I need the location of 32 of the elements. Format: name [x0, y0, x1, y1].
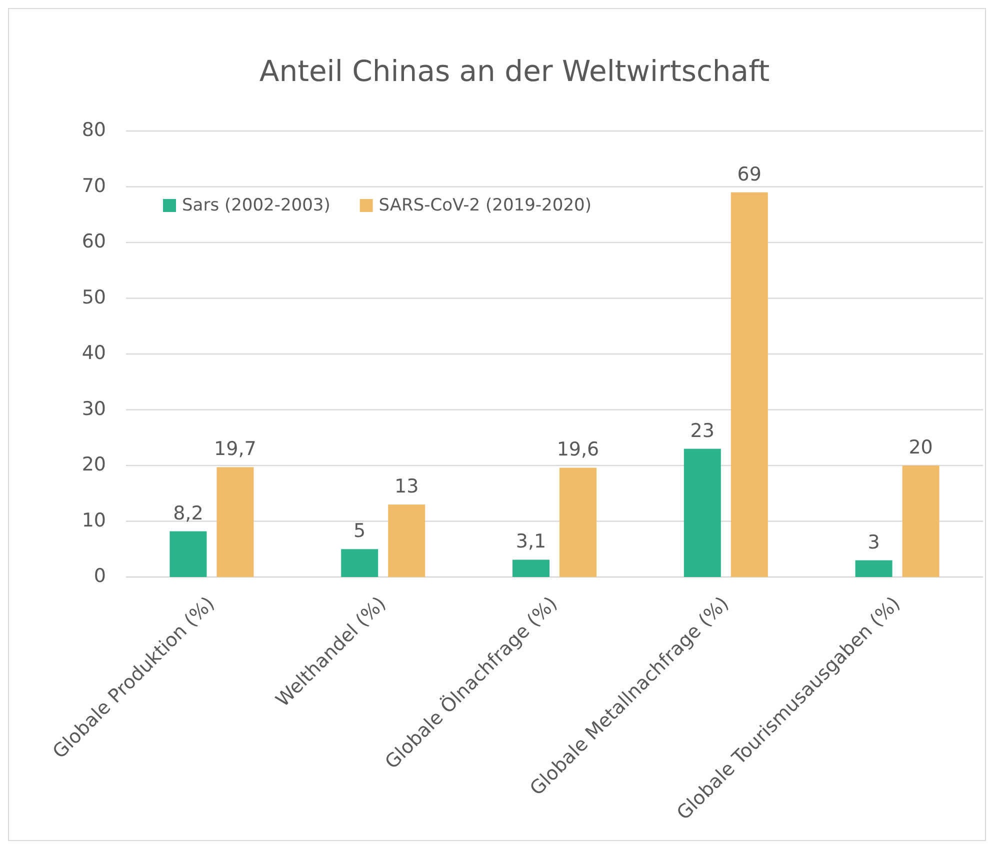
bar — [170, 531, 207, 577]
bar — [388, 504, 426, 577]
y-tick-label: 0 — [94, 565, 106, 588]
bar — [684, 448, 721, 577]
bar — [902, 466, 940, 577]
data-label: 8,2 — [173, 502, 204, 524]
y-tick-label: 30 — [82, 398, 106, 420]
y-tick-label: 60 — [82, 230, 106, 253]
legend-label: SARS-CoV-2 (2019-2020) — [378, 196, 592, 216]
y-tick-label: 70 — [82, 174, 106, 197]
data-label: 20 — [908, 436, 933, 458]
legend-label: Sars (2002-2003) — [182, 196, 330, 216]
data-label: 13 — [394, 476, 419, 498]
bar — [855, 560, 892, 577]
data-label: 69 — [737, 163, 762, 186]
data-label: 3,1 — [516, 530, 546, 553]
y-tick-label: 20 — [82, 454, 106, 476]
data-label: 23 — [690, 420, 714, 442]
data-label: 19,6 — [556, 438, 600, 461]
bar — [560, 468, 596, 577]
data-label: 19,7 — [214, 438, 256, 460]
data-label: 5 — [354, 520, 366, 542]
y-tick-label: 50 — [82, 286, 106, 308]
bar — [341, 549, 378, 577]
bar — [730, 192, 768, 577]
data-label: 3 — [868, 531, 880, 554]
y-tick-label: 80 — [82, 119, 106, 142]
bar — [512, 560, 550, 577]
bar — [216, 467, 254, 577]
y-tick-label: 40 — [82, 342, 106, 364]
y-tick-label: 10 — [82, 509, 106, 532]
chart-title: Anteil Chinas an der Weltwirtschaft — [259, 54, 770, 88]
